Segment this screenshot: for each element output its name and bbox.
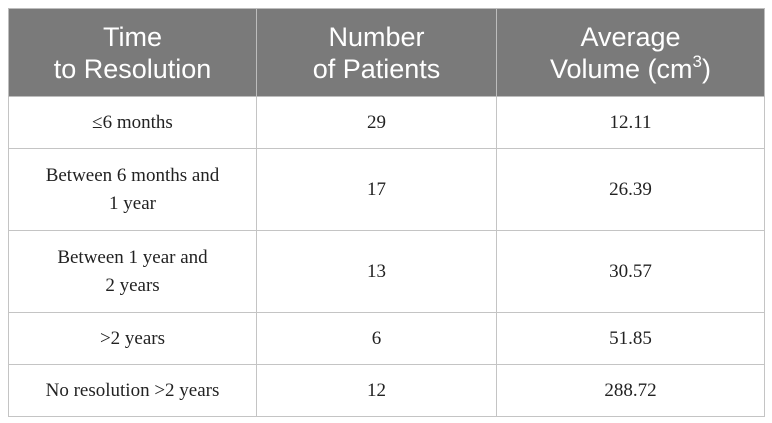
header-number-of-patients: Number of Patients: [256, 8, 497, 97]
cell-volume: 51.85: [496, 312, 765, 365]
cell-text: Between 1 year and: [57, 246, 208, 268]
superscript: 3: [692, 51, 702, 71]
cell-text: 1 year: [109, 192, 156, 214]
cell-text: ≤6 months: [92, 111, 173, 133]
table-row: ≤6 months 29 12.11: [8, 96, 765, 149]
cell-time: No resolution >2 years: [8, 364, 257, 417]
cell-text: Between 6 months and: [45, 164, 220, 186]
cell-time: Between 6 months and 1 year: [8, 148, 257, 231]
header-text: to Resolution: [53, 53, 212, 84]
cell-text: No resolution >2 years: [45, 379, 220, 401]
header-time-to-resolution: Time to Resolution: [8, 8, 257, 97]
cell-volume: 288.72: [496, 364, 765, 417]
cell-time: ≤6 months: [8, 96, 257, 149]
cell-volume: 26.39: [496, 148, 765, 231]
cell-volume: 30.57: [496, 230, 765, 313]
header-average-volume: Average Volume (cm3): [496, 8, 765, 97]
table-body: ≤6 months 29 12.11 Between 6 months and …: [8, 96, 765, 417]
header-text-with-unit: Volume (cm3): [507, 53, 754, 85]
header-text: ): [702, 53, 711, 84]
table-row: Between 6 months and 1 year 17 26.39: [8, 148, 765, 231]
table-row: No resolution >2 years 12 288.72: [8, 364, 765, 417]
header-text: Volume (cm: [549, 53, 693, 84]
cell-volume: 12.11: [496, 96, 765, 149]
header-text: Time: [103, 21, 162, 52]
table-row: >2 years 6 51.85: [8, 312, 765, 365]
cell-patients: 13: [256, 230, 497, 313]
header-text: Number: [328, 21, 425, 52]
cell-patients: 17: [256, 148, 497, 231]
header-text: of Patients: [312, 53, 441, 84]
cell-patients: 12: [256, 364, 497, 417]
cell-time: >2 years: [8, 312, 257, 365]
table-row: Between 1 year and 2 years 13 30.57: [8, 230, 765, 313]
cell-text: >2 years: [99, 327, 166, 349]
cell-time: Between 1 year and 2 years: [8, 230, 257, 313]
cell-patients: 6: [256, 312, 497, 365]
table-header: Time to Resolution Number of Patients Av…: [8, 8, 765, 97]
cell-patients: 29: [256, 96, 497, 149]
header-row: Time to Resolution Number of Patients Av…: [8, 8, 765, 97]
cell-text: 2 years: [105, 274, 160, 296]
header-text: Average: [580, 21, 681, 52]
data-table: Time to Resolution Number of Patients Av…: [8, 8, 765, 417]
